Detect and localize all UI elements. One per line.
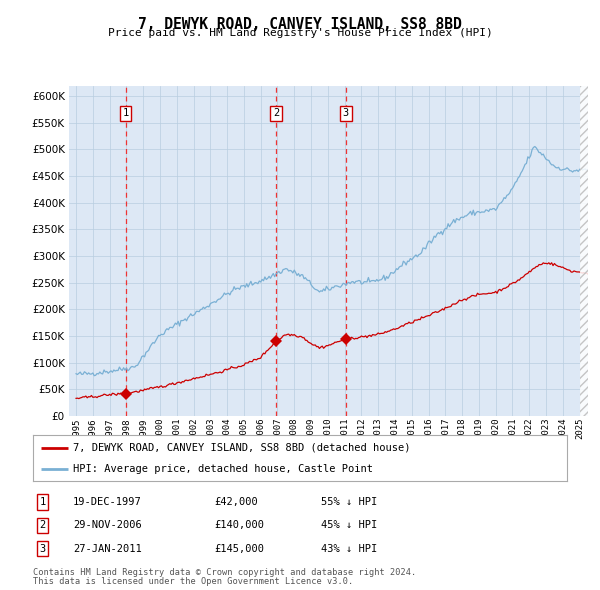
Text: This data is licensed under the Open Government Licence v3.0.: This data is licensed under the Open Gov…	[33, 577, 353, 586]
Text: £140,000: £140,000	[215, 520, 265, 530]
Text: £42,000: £42,000	[215, 497, 259, 507]
Text: £145,000: £145,000	[215, 544, 265, 554]
Text: 19-DEC-1997: 19-DEC-1997	[73, 497, 142, 507]
Text: 7, DEWYK ROAD, CANVEY ISLAND, SS8 8BD: 7, DEWYK ROAD, CANVEY ISLAND, SS8 8BD	[138, 17, 462, 31]
Text: 27-JAN-2011: 27-JAN-2011	[73, 544, 142, 554]
Text: 43% ↓ HPI: 43% ↓ HPI	[322, 544, 377, 554]
Text: 1: 1	[122, 108, 129, 118]
Text: 29-NOV-2006: 29-NOV-2006	[73, 520, 142, 530]
Text: Contains HM Land Registry data © Crown copyright and database right 2024.: Contains HM Land Registry data © Crown c…	[33, 568, 416, 576]
Text: Price paid vs. HM Land Registry's House Price Index (HPI): Price paid vs. HM Land Registry's House …	[107, 28, 493, 38]
Text: 45% ↓ HPI: 45% ↓ HPI	[322, 520, 377, 530]
Text: 2: 2	[40, 520, 46, 530]
Text: 55% ↓ HPI: 55% ↓ HPI	[322, 497, 377, 507]
Text: HPI: Average price, detached house, Castle Point: HPI: Average price, detached house, Cast…	[73, 464, 373, 474]
Text: 2: 2	[273, 108, 279, 118]
Text: 3: 3	[40, 544, 46, 554]
Text: 1: 1	[40, 497, 46, 507]
Text: 3: 3	[343, 108, 349, 118]
Text: 7, DEWYK ROAD, CANVEY ISLAND, SS8 8BD (detached house): 7, DEWYK ROAD, CANVEY ISLAND, SS8 8BD (d…	[73, 442, 410, 453]
